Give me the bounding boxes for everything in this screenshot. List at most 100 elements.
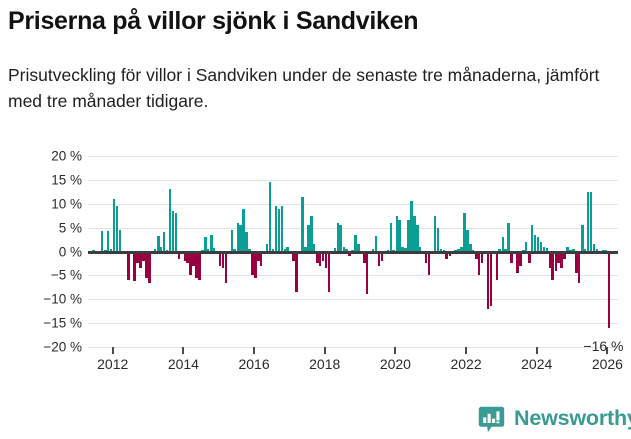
newsworthy-logo[interactable]: Newsworthy [478, 404, 631, 434]
bar [295, 251, 298, 293]
bar [519, 251, 522, 266]
bar [463, 213, 466, 252]
bar [153, 249, 157, 252]
bar [424, 251, 428, 264]
gridline [88, 347, 618, 348]
bar [145, 251, 148, 278]
bar [183, 251, 187, 262]
bar [259, 251, 263, 266]
bar [389, 222, 393, 252]
x-axis-tick [465, 347, 468, 354]
bar [548, 251, 552, 269]
bar [418, 246, 422, 252]
y-axis-tick-label: −15 % [43, 315, 82, 331]
bar [469, 244, 472, 252]
bar [292, 251, 295, 262]
bar [286, 246, 289, 252]
bar [416, 225, 419, 252]
bar [162, 232, 166, 252]
bar [189, 251, 192, 276]
bar [448, 251, 452, 257]
bar [457, 249, 460, 252]
bar [589, 191, 593, 252]
bar [283, 248, 287, 252]
bar [204, 237, 207, 252]
bar [233, 248, 236, 252]
bar [195, 251, 198, 278]
bar [507, 222, 510, 252]
y-axis-tick-label: 20 % [51, 148, 82, 164]
y-axis-tick-label: 5 % [58, 220, 82, 236]
bar [583, 249, 587, 252]
bar [157, 235, 160, 252]
bar [316, 251, 319, 264]
x-axis-tick-label: 2020 [379, 356, 411, 372]
bar [248, 249, 251, 252]
x-axis-tick-label: 2016 [238, 356, 270, 372]
gridline [88, 156, 618, 157]
bar [109, 249, 113, 252]
bar [198, 251, 201, 281]
bar [489, 251, 493, 307]
bar [142, 251, 145, 262]
bar [318, 251, 322, 266]
bar [581, 225, 584, 252]
bar [439, 249, 443, 252]
bar [274, 206, 278, 252]
bar [477, 251, 481, 276]
x-axis-tick-label: 2014 [167, 356, 199, 372]
bar [395, 215, 399, 252]
bar [100, 231, 104, 252]
bar [245, 232, 248, 252]
bar [486, 251, 490, 309]
bar [106, 230, 110, 252]
bar [404, 247, 407, 252]
bar [495, 251, 499, 281]
bar [539, 241, 543, 252]
bar [168, 189, 172, 252]
bar [118, 230, 122, 252]
y-axis-tick-label: 10 % [51, 196, 82, 212]
bar [301, 196, 304, 252]
bar [268, 182, 272, 252]
bar [177, 251, 181, 259]
bar [504, 249, 507, 252]
x-axis-tick-label: 2022 [450, 356, 482, 372]
gridline [88, 323, 618, 325]
bar [148, 251, 151, 283]
bar [460, 246, 463, 252]
bar [410, 201, 413, 252]
bar [557, 251, 560, 264]
bar [277, 208, 281, 252]
bar [551, 251, 554, 281]
gridline [88, 203, 618, 205]
bar [357, 244, 360, 252]
x-axis-tick [253, 347, 256, 354]
gridline [88, 299, 618, 301]
x-axis-labels: 2012 2014 2016 2018 2020 2022 2024 2026 [88, 356, 623, 376]
x-axis-tick [182, 347, 185, 354]
bar [577, 251, 581, 283]
x-axis-tick [323, 347, 326, 354]
bar [516, 251, 519, 273]
gridline [88, 275, 618, 277]
bar [327, 251, 331, 293]
bar [139, 251, 142, 269]
bar [607, 251, 611, 328]
newsworthy-bar-chart-bubble-icon [478, 406, 505, 433]
bar [427, 251, 431, 276]
bar [192, 251, 195, 266]
bar [542, 246, 546, 252]
bar [271, 249, 275, 252]
bar [307, 225, 310, 252]
bar [115, 205, 119, 252]
bar [218, 251, 222, 266]
bar [186, 251, 189, 264]
bar [528, 251, 531, 264]
bar [254, 251, 257, 278]
x-axis-tick-label: 2012 [97, 356, 129, 372]
page-subtitle: Prisutveckling för villor i Sandviken un… [8, 65, 600, 111]
bar [586, 191, 590, 252]
bar [413, 215, 416, 252]
